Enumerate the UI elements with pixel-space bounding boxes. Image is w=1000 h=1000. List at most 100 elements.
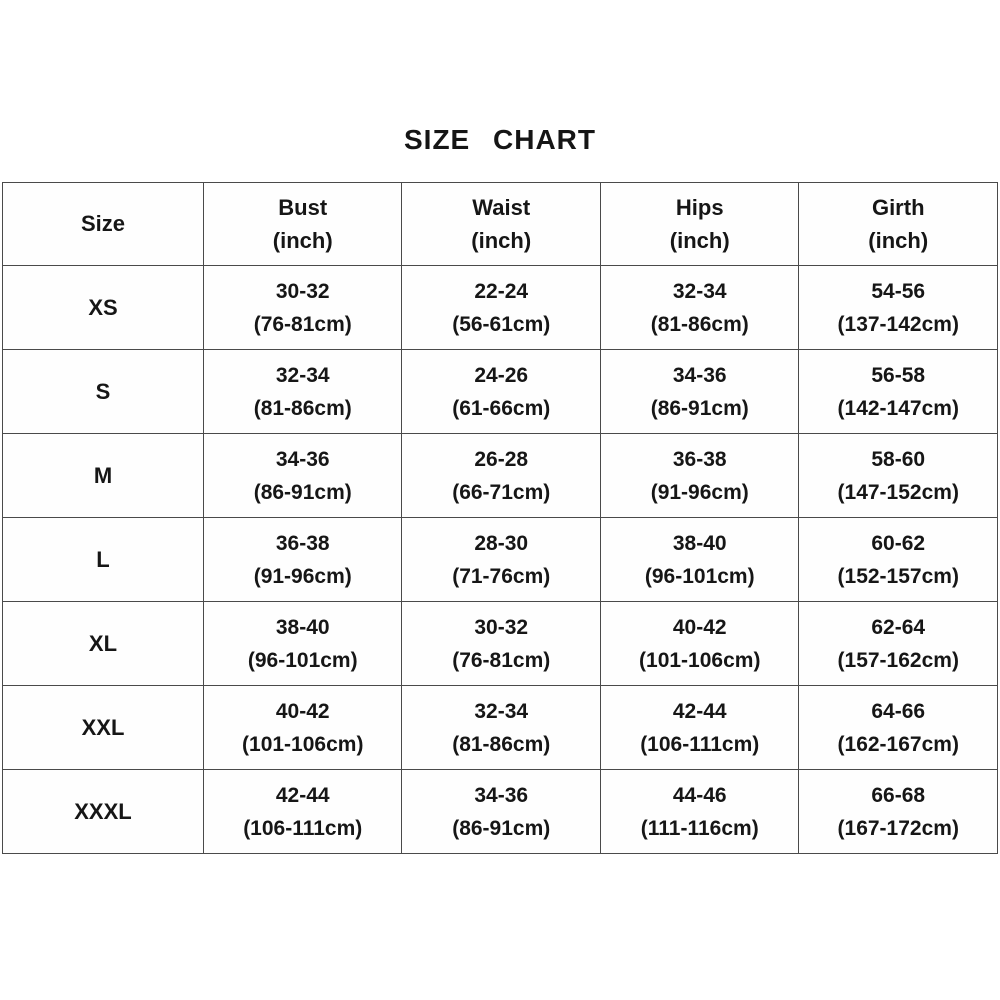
column-header-hips-unit: (inch)	[669, 228, 730, 253]
size-label: XL	[88, 630, 118, 656]
size-cell: XL	[2, 601, 204, 686]
girth-cell: 54-56 (137-142cm)	[798, 265, 998, 350]
bust-cell: 34-36 (86-91cm)	[202, 433, 403, 518]
waist-cell: 22-24 (56-61cm)	[401, 265, 601, 350]
waist-cm-value: (81-86cm)	[452, 732, 551, 756]
table-row: S 32-34 (81-86cm) 24-26 (61-66cm) 34-36 …	[2, 349, 998, 434]
girth-cm-value: (147-152cm)	[837, 480, 959, 504]
bust-cell: 38-40 (96-101cm)	[202, 601, 403, 686]
bust-inch-value: 40-42	[275, 699, 330, 723]
column-header-hips: Hips (inch)	[599, 182, 800, 266]
girth-cm-value: (162-167cm)	[837, 732, 959, 756]
table-row: XXL 40-42 (101-106cm) 32-34 (81-86cm) 42…	[2, 685, 998, 770]
hips-cm-value: (91-96cm)	[650, 480, 749, 504]
bust-inch-value: 34-36	[275, 447, 330, 471]
waist-cell: 32-34 (81-86cm)	[401, 685, 601, 770]
bust-cell: 30-32 (76-81cm)	[202, 265, 403, 350]
size-cell: S	[2, 349, 204, 434]
hips-cm-value: (96-101cm)	[644, 564, 755, 588]
size-label: XXXL	[74, 798, 132, 824]
size-label: L	[96, 546, 110, 572]
waist-cm-value: (71-76cm)	[452, 564, 551, 588]
table-header: Size Bust (inch) Waist (inch) Hips (inch…	[2, 182, 998, 266]
column-header-waist: Waist (inch)	[401, 182, 601, 266]
column-header-girth-unit: (inch)	[868, 228, 929, 253]
hips-inch-value: 34-36	[672, 363, 727, 387]
bust-cm-value: (106-111cm)	[243, 816, 363, 840]
column-header-hips-label: Hips	[675, 195, 724, 220]
waist-inch-value: 32-34	[474, 699, 529, 723]
waist-cell: 26-28 (66-71cm)	[401, 433, 601, 518]
waist-inch-value: 26-28	[474, 447, 529, 471]
bust-cm-value: (76-81cm)	[253, 312, 352, 336]
bust-inch-value: 38-40	[275, 615, 330, 639]
table-row: L 36-38 (91-96cm) 28-30 (71-76cm) 38-40 …	[2, 517, 998, 602]
hips-cm-value: (101-106cm)	[639, 648, 761, 672]
size-cell: M	[2, 433, 204, 518]
bust-cell: 36-38 (91-96cm)	[202, 517, 403, 602]
table-row: M 34-36 (86-91cm) 26-28 (66-71cm) 36-38 …	[2, 433, 998, 518]
waist-cell: 30-32 (76-81cm)	[401, 601, 601, 686]
waist-inch-value: 34-36	[474, 783, 529, 807]
table-row: XL 38-40 (96-101cm) 30-32 (76-81cm) 40-4…	[2, 601, 998, 686]
hips-cell: 36-38 (91-96cm)	[599, 433, 800, 518]
size-cell: XXL	[2, 685, 204, 770]
girth-cell: 60-62 (152-157cm)	[798, 517, 998, 602]
waist-cell: 24-26 (61-66cm)	[401, 349, 601, 434]
bust-cell: 32-34 (81-86cm)	[202, 349, 403, 434]
girth-cm-value: (152-157cm)	[837, 564, 959, 588]
waist-inch-value: 30-32	[474, 615, 529, 639]
girth-inch-value: 54-56	[871, 279, 926, 303]
waist-inch-value: 24-26	[474, 363, 529, 387]
header-row: Size Bust (inch) Waist (inch) Hips (inch…	[2, 182, 998, 266]
size-label: XXL	[81, 714, 125, 740]
size-label: S	[95, 378, 111, 404]
bust-cm-value: (81-86cm)	[253, 396, 352, 420]
girth-cell: 66-68 (167-172cm)	[798, 769, 998, 854]
girth-cell: 62-64 (157-162cm)	[798, 601, 998, 686]
girth-cm-value: (137-142cm)	[837, 312, 959, 336]
table-row: XS 30-32 (76-81cm) 22-24 (56-61cm) 32-34…	[2, 265, 998, 350]
hips-cell: 38-40 (96-101cm)	[599, 517, 800, 602]
girth-inch-value: 56-58	[871, 363, 926, 387]
waist-cm-value: (66-71cm)	[452, 480, 551, 504]
hips-cm-value: (106-111cm)	[640, 732, 760, 756]
girth-cell: 56-58 (142-147cm)	[798, 349, 998, 434]
bust-inch-value: 32-34	[275, 363, 330, 387]
hips-cm-value: (86-91cm)	[650, 396, 749, 420]
bust-cm-value: (86-91cm)	[253, 480, 352, 504]
column-header-bust-unit: (inch)	[272, 228, 333, 253]
waist-cell: 28-30 (71-76cm)	[401, 517, 601, 602]
column-header-size: Size	[2, 182, 204, 266]
column-header-waist-label: Waist	[472, 195, 531, 220]
size-cell: XXXL	[2, 769, 204, 854]
bust-inch-value: 42-44	[275, 783, 330, 807]
hips-inch-value: 42-44	[672, 699, 727, 723]
hips-cell: 42-44 (106-111cm)	[599, 685, 800, 770]
table-body: XS 30-32 (76-81cm) 22-24 (56-61cm) 32-34…	[2, 265, 998, 854]
girth-inch-value: 60-62	[871, 531, 926, 555]
girth-inch-value: 66-68	[871, 783, 926, 807]
column-header-waist-unit: (inch)	[471, 228, 532, 253]
waist-inch-value: 22-24	[474, 279, 529, 303]
size-label: M	[93, 462, 113, 488]
girth-inch-value: 58-60	[871, 447, 926, 471]
waist-cell: 34-36 (86-91cm)	[401, 769, 601, 854]
bust-cm-value: (96-101cm)	[247, 648, 358, 672]
size-chart-table: Size Bust (inch) Waist (inch) Hips (inch…	[2, 182, 998, 854]
hips-inch-value: 40-42	[672, 615, 727, 639]
girth-cell: 58-60 (147-152cm)	[798, 433, 998, 518]
bust-cell: 40-42 (101-106cm)	[202, 685, 403, 770]
bust-cm-value: (101-106cm)	[242, 732, 364, 756]
hips-cell: 34-36 (86-91cm)	[599, 349, 800, 434]
waist-inch-value: 28-30	[474, 531, 529, 555]
waist-cm-value: (61-66cm)	[452, 396, 551, 420]
page-title: SIZE CHART	[404, 124, 596, 155]
girth-cm-value: (167-172cm)	[837, 816, 959, 840]
bust-inch-value: 30-32	[275, 279, 330, 303]
girth-cell: 64-66 (162-167cm)	[798, 685, 998, 770]
hips-cell: 44-46 (111-116cm)	[599, 769, 800, 854]
table-row: XXXL 42-44 (106-111cm) 34-36 (86-91cm) 4…	[2, 769, 998, 854]
hips-cell: 40-42 (101-106cm)	[599, 601, 800, 686]
column-header-bust: Bust (inch)	[202, 182, 403, 266]
